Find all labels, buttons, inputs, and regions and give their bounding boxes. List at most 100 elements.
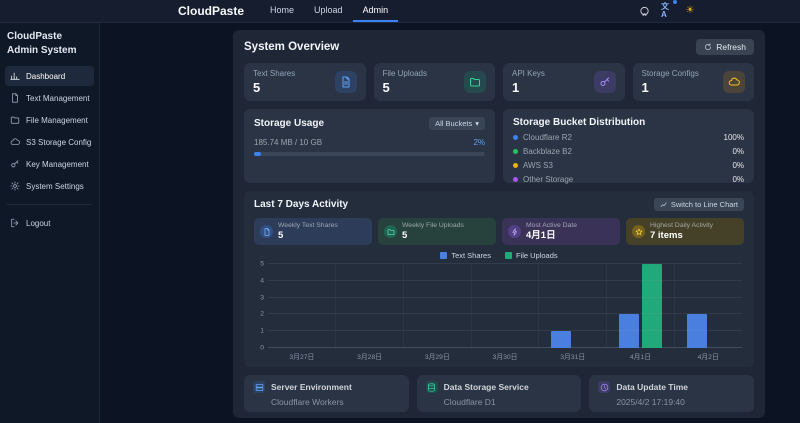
y-tick-label: 5 — [260, 260, 264, 268]
nav-link-upload[interactable]: Upload — [314, 5, 343, 15]
usage-progress-fill — [254, 152, 261, 156]
data-storage-service-card: Data Storage Service Cloudflare D1 — [416, 375, 582, 412]
nav-link-admin[interactable]: Admin — [352, 0, 399, 22]
bar — [551, 331, 572, 348]
activity-card-most-active-date: Most Active Date 4月1日 — [502, 218, 620, 245]
chart-baseline — [268, 347, 742, 348]
legend-item[interactable]: Text Shares — [440, 251, 491, 260]
sidebar-item-s3-storage-config[interactable]: S3 Storage Config — [5, 132, 94, 152]
legend-swatch — [440, 252, 448, 259]
gridline — [268, 263, 742, 264]
sidebar-title: CloudPaste Admin System — [7, 31, 77, 56]
server-icon — [253, 381, 265, 393]
cloud-icon — [723, 71, 745, 93]
legend-label: File Uploads — [515, 251, 558, 260]
gridline — [268, 330, 742, 332]
bucket-distribution-card: Storage Bucket Distribution Cloudflare R… — [503, 109, 754, 184]
bucket-dot — [513, 149, 518, 154]
stat-card-api-keys: API Keys 1 — [503, 63, 625, 101]
nav-link-home[interactable]: Home — [270, 5, 295, 15]
bar-chart-icon — [10, 72, 20, 80]
gridline — [268, 313, 742, 315]
chevron-down-icon: ▾ — [475, 119, 479, 128]
gear-icon — [10, 181, 20, 191]
chart-column — [538, 264, 606, 348]
x-tick-label: 4月1日 — [629, 354, 652, 361]
x-tick-label: 3月31日 — [560, 354, 586, 361]
y-tick-label: 4 — [260, 277, 264, 285]
logout-icon — [11, 218, 19, 228]
chart-column — [606, 264, 674, 348]
folder-icon — [464, 71, 486, 93]
distribution-row: Cloudflare R2 100% — [513, 133, 744, 142]
refresh-icon — [705, 43, 712, 50]
document-icon — [12, 93, 18, 103]
server-environment-card: Server Environment Cloudflare Workers — [244, 375, 409, 412]
sidebar-item-text-management[interactable]: Text Management — [5, 88, 94, 108]
activity-card-weekly-text-shares: Weekly Text Shares 5 — [254, 218, 372, 245]
clock-icon — [598, 381, 611, 393]
distribution-row: Other Storage 0% — [513, 175, 744, 184]
lightning-icon — [508, 225, 521, 238]
document-icon — [260, 225, 273, 238]
activity-card-weekly-file-uploads: Weekly File Uploads 5 — [378, 218, 496, 245]
chart-plot-area — [268, 263, 742, 348]
distribution-row: Backblaze B2 0% — [513, 147, 744, 156]
chart-legend: Text Shares File Uploads — [254, 251, 744, 260]
chart-y-axis: 0 1 2 3 4 5 — [254, 260, 266, 352]
folder-icon — [10, 116, 20, 124]
chart-column — [402, 264, 471, 348]
activity-card-highest-daily-activity: Highest Daily Activity 7 items — [626, 218, 744, 245]
bucket-dot — [513, 135, 518, 140]
usage-percent: 2% — [473, 138, 485, 147]
sun-icon[interactable]: ☀ — [685, 5, 695, 16]
database-icon — [425, 381, 438, 393]
legend-item[interactable]: File Uploads — [504, 251, 558, 260]
switch-chart-button[interactable]: Switch to Line Chart — [653, 198, 744, 211]
sidebar-item-logout[interactable]: Logout — [5, 213, 94, 233]
star-icon — [632, 225, 645, 238]
y-tick-label: 1 — [260, 327, 264, 335]
x-tick-label: 4月2日 — [697, 354, 719, 361]
chart-column — [470, 264, 539, 348]
x-tick-label: 3月28日 — [357, 354, 383, 361]
y-tick-label: 2 — [260, 310, 264, 318]
x-tick-label: 3月30日 — [492, 354, 518, 361]
storage-usage-title: Storage Usage — [254, 118, 325, 129]
activity-section: Last 7 Days Activity Switch to Line Char… — [244, 191, 754, 367]
usage-text: 185.74 MB / 10 GB — [254, 138, 323, 147]
stat-card-text-shares: Text Shares 5 — [244, 63, 366, 101]
bucket-filter-dropdown[interactable]: All Buckets ▾ — [429, 117, 485, 130]
system-overview-panel: System Overview Refresh Text Shares 5 Fi… — [233, 30, 765, 418]
key-icon — [11, 160, 19, 168]
refresh-button[interactable]: Refresh — [696, 39, 754, 55]
gridline — [268, 296, 742, 298]
storage-usage-card: Storage Usage All Buckets ▾ 185.74 MB / … — [244, 109, 495, 183]
cloud-icon — [10, 138, 20, 145]
usage-progress-bar — [254, 152, 485, 156]
github-icon[interactable] — [638, 5, 650, 17]
y-tick-label: 0 — [260, 344, 264, 352]
key-icon — [593, 71, 616, 93]
data-update-time-card: Data Update Time 2025/4/2 17:19:40 — [589, 375, 755, 412]
chart-x-axis: 3月27日 3月28日 3月29日 3月30日 3月31日 4月1日 4月2日 — [268, 351, 742, 361]
bucket-dot — [513, 177, 518, 182]
brand-logo: CloudPaste — [178, 4, 245, 18]
activity-title: Last 7 Days Activity — [254, 199, 349, 210]
x-tick-label: 3月27日 — [289, 354, 315, 361]
activity-chart: 0 1 2 3 4 5 3月27日 3月28日 3月29日 3月30日 3月31日 4月1日 4月2日 — [254, 260, 744, 362]
gridline — [268, 279, 742, 281]
sidebar-item-system-settings[interactable]: System Settings — [5, 176, 94, 196]
bucket-distribution-title: Storage Bucket Distribution — [513, 117, 646, 128]
page-title: System Overview — [244, 41, 340, 53]
x-tick-label: 3月29日 — [424, 354, 450, 361]
chart-column — [334, 264, 403, 348]
bucket-dot — [513, 163, 518, 168]
translate-icon[interactable]: 文A — [661, 0, 677, 19]
y-tick-label: 3 — [260, 294, 264, 302]
sidebar-item-key-management[interactable]: Key Management — [5, 154, 94, 174]
sidebar-item-file-management[interactable]: File Management — [5, 110, 94, 130]
sidebar-item-dashboard[interactable]: Dashboard — [5, 66, 94, 86]
stat-card-storage-configs: Storage Configs 1 — [632, 63, 754, 101]
legend-swatch — [504, 252, 512, 259]
